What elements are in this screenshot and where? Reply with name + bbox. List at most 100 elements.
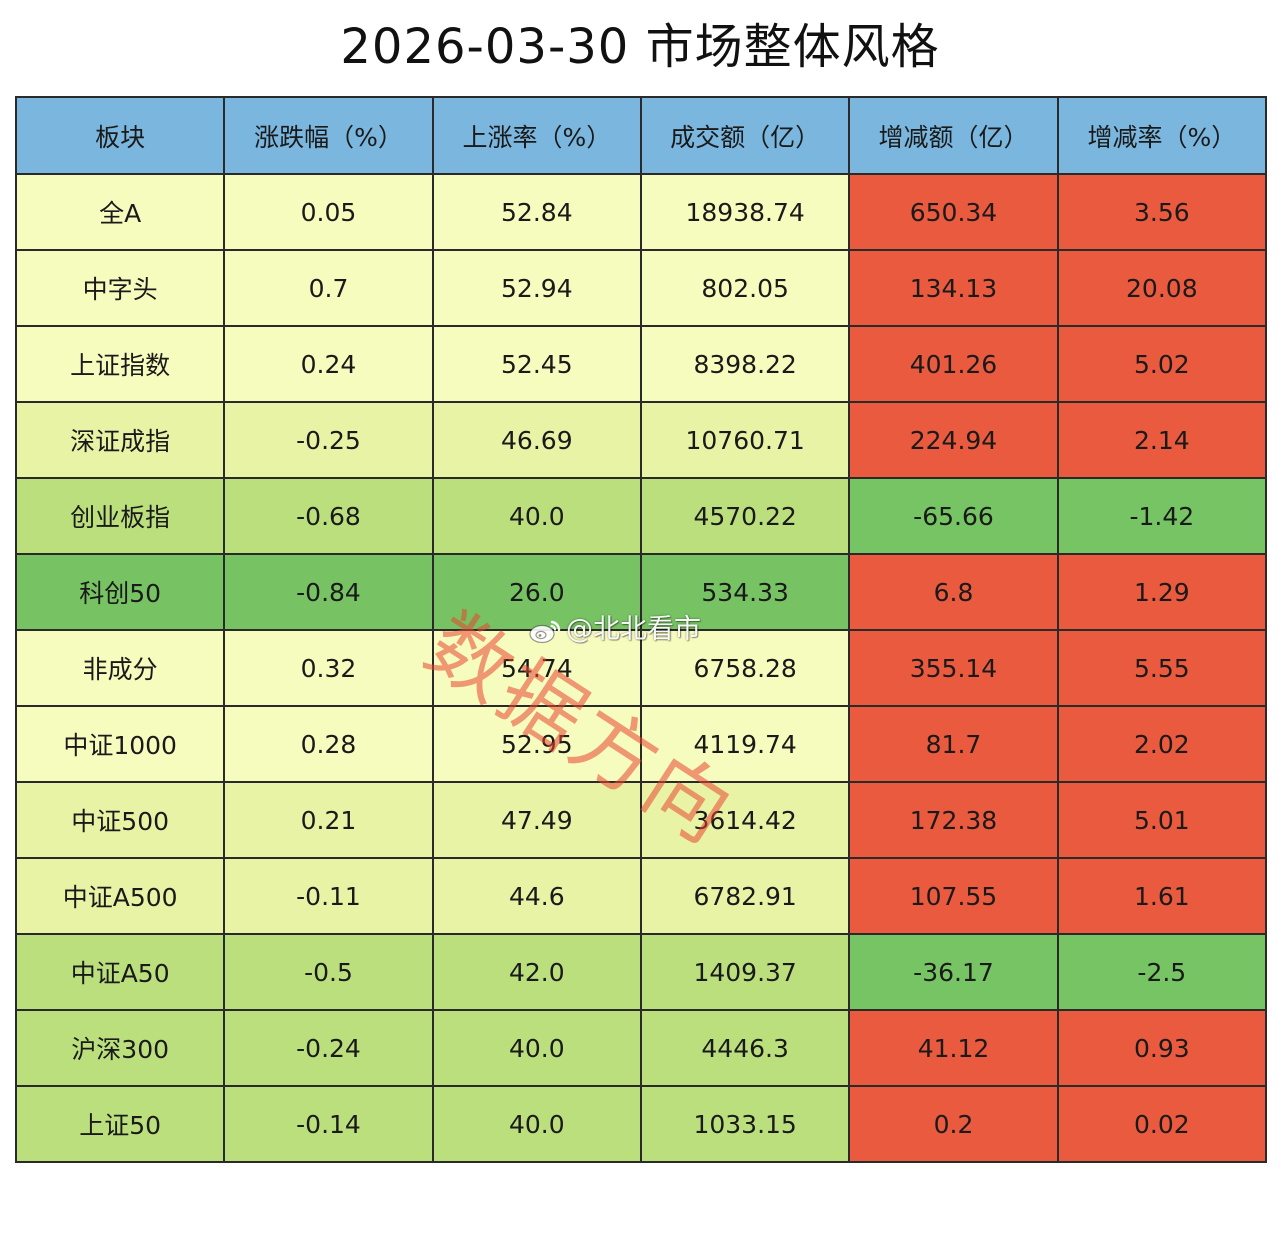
- table-row: 沪深300 -0.24 40.0 4446.3 41.12 0.93: [14, 1009, 1268, 1087]
- table-cell: 1.29: [1056, 553, 1268, 631]
- table-cell: 1.61: [1056, 857, 1268, 935]
- table-cell: 5.02: [1056, 325, 1268, 403]
- table-row: 全A 0.05 52.84 18938.74 650.34 3.56: [14, 173, 1268, 251]
- table-cell: 10760.71: [639, 401, 851, 479]
- column-header: 成交额（亿）: [639, 96, 851, 175]
- table-cell: 6758.28: [639, 629, 851, 707]
- table-row: 深证成指 -0.25 46.69 10760.71 224.94 2.14: [14, 401, 1268, 479]
- table-cell: 0.93: [1056, 1009, 1268, 1087]
- table-row: 中证500 0.21 47.49 3614.42 172.38 5.01: [14, 781, 1268, 859]
- table-row: 科创50 -0.84 26.0 534.33 6.8 1.29: [14, 553, 1268, 631]
- table-cell: 20.08: [1056, 249, 1268, 327]
- table-cell: 0.7: [223, 249, 434, 327]
- table-row: 中证A500 -0.11 44.6 6782.91 107.55 1.61: [14, 857, 1268, 935]
- table-cell: -0.68: [223, 477, 434, 555]
- table-cell: -65.66: [848, 477, 1059, 555]
- table-cell: -2.5: [1056, 933, 1268, 1011]
- table-cell: 0.28: [223, 705, 434, 783]
- page-title: 2026-03-30 市场整体风格: [340, 19, 940, 75]
- table-row: 中字头 0.7 52.94 802.05 134.13 20.08: [14, 249, 1268, 327]
- table-cell: 6.8: [848, 553, 1059, 631]
- table-cell: 401.26: [848, 325, 1059, 403]
- sector-name-cell: 深证成指: [14, 401, 226, 479]
- table-cell: 3614.42: [639, 781, 851, 859]
- sector-name-cell: 中证1000: [14, 705, 226, 783]
- table-row: 上证指数 0.24 52.45 8398.22 401.26 5.02: [14, 325, 1268, 403]
- table-cell: 0.05: [223, 173, 434, 251]
- table-cell: -36.17: [848, 933, 1059, 1011]
- sector-name-cell: 中证A500: [14, 857, 226, 935]
- table-cell: 47.49: [431, 781, 642, 859]
- table-cell: 5.55: [1056, 629, 1268, 707]
- table-cell: 107.55: [848, 857, 1059, 935]
- column-header: 增减额（亿）: [848, 96, 1059, 175]
- market-style-table: 板块 涨跌幅（%） 上涨率（%） 成交额（亿） 增减额（亿） 增减率（%） 全A…: [14, 96, 1268, 1163]
- table-cell: 44.6: [431, 857, 642, 935]
- table-cell: 0.32: [223, 629, 434, 707]
- sector-name-cell: 中证A50: [14, 933, 226, 1011]
- table-cell: 650.34: [848, 173, 1059, 251]
- table-cell: 355.14: [848, 629, 1059, 707]
- table-cell: 8398.22: [639, 325, 851, 403]
- sector-name-cell: 上证50: [14, 1085, 226, 1163]
- table-cell: 4446.3: [639, 1009, 851, 1087]
- table-cell: 18938.74: [639, 173, 851, 251]
- table-row: 中证A50 -0.5 42.0 1409.37 -36.17 -2.5: [14, 933, 1268, 1011]
- column-header: 板块: [14, 96, 226, 175]
- table-body: 全A 0.05 52.84 18938.74 650.34 3.56 中字头 0.7 52.94…: [14, 173, 1268, 1163]
- table-cell: 52.94: [431, 249, 642, 327]
- table-cell: 224.94: [848, 401, 1059, 479]
- table-cell: 534.33: [639, 553, 851, 631]
- sector-name-cell: 沪深300: [14, 1009, 226, 1087]
- sector-name-cell: 中字头: [14, 249, 226, 327]
- table-cell: -0.25: [223, 401, 434, 479]
- sector-name-cell: 非成分: [14, 629, 226, 707]
- table-cell: 54.74: [431, 629, 642, 707]
- table-cell: 26.0: [431, 553, 642, 631]
- table-cell: 6782.91: [639, 857, 851, 935]
- table-cell: 52.95: [431, 705, 642, 783]
- sector-name-cell: 中证500: [14, 781, 226, 859]
- table-cell: 1409.37: [639, 933, 851, 1011]
- table-cell: 5.01: [1056, 781, 1268, 859]
- table-row: 创业板指 -0.68 40.0 4570.22 -65.66 -1.42: [14, 477, 1268, 555]
- sector-name-cell: 科创50: [14, 553, 226, 631]
- table-cell: 2.02: [1056, 705, 1268, 783]
- table-cell: -0.14: [223, 1085, 434, 1163]
- table-cell: 40.0: [431, 1085, 642, 1163]
- table-cell: -0.5: [223, 933, 434, 1011]
- table-cell: 0.02: [1056, 1085, 1268, 1163]
- table-row: 上证50 -0.14 40.0 1033.15 0.2 0.02: [14, 1085, 1268, 1163]
- table-cell: 4119.74: [639, 705, 851, 783]
- table-row: 非成分 0.32 54.74 6758.28 355.14 5.55: [14, 629, 1268, 707]
- table-cell: 52.45: [431, 325, 642, 403]
- sector-name-cell: 创业板指: [14, 477, 226, 555]
- table-cell: 3.56: [1056, 173, 1268, 251]
- column-header: 上涨率（%）: [431, 96, 642, 175]
- table-cell: 40.0: [431, 477, 642, 555]
- column-header: 增减率（%）: [1056, 96, 1268, 175]
- table-cell: 1033.15: [639, 1085, 851, 1163]
- table-cell: -0.84: [223, 553, 434, 631]
- table-cell: 0.21: [223, 781, 434, 859]
- table-cell: 134.13: [848, 249, 1059, 327]
- table-cell: -0.24: [223, 1009, 434, 1087]
- table-cell: 52.84: [431, 173, 642, 251]
- table-cell: 172.38: [848, 781, 1059, 859]
- table-cell: 2.14: [1056, 401, 1268, 479]
- sector-name-cell: 全A: [14, 173, 226, 251]
- table-cell: 41.12: [848, 1009, 1059, 1087]
- table-cell: 46.69: [431, 401, 642, 479]
- table-cell: 42.0: [431, 933, 642, 1011]
- table-cell: 0.24: [223, 325, 434, 403]
- table-cell: -1.42: [1056, 477, 1268, 555]
- table-row: 中证1000 0.28 52.95 4119.74 81.7 2.02: [14, 705, 1268, 783]
- table-cell: -0.11: [223, 857, 434, 935]
- table-header-row: 板块 涨跌幅（%） 上涨率（%） 成交额（亿） 增减额（亿） 增减率（%）: [14, 96, 1268, 175]
- table-cell: 40.0: [431, 1009, 642, 1087]
- table-cell: 0.2: [848, 1085, 1059, 1163]
- table-cell: 81.7: [848, 705, 1059, 783]
- column-header: 涨跌幅（%）: [223, 96, 434, 175]
- table-cell: 4570.22: [639, 477, 851, 555]
- sector-name-cell: 上证指数: [14, 325, 226, 403]
